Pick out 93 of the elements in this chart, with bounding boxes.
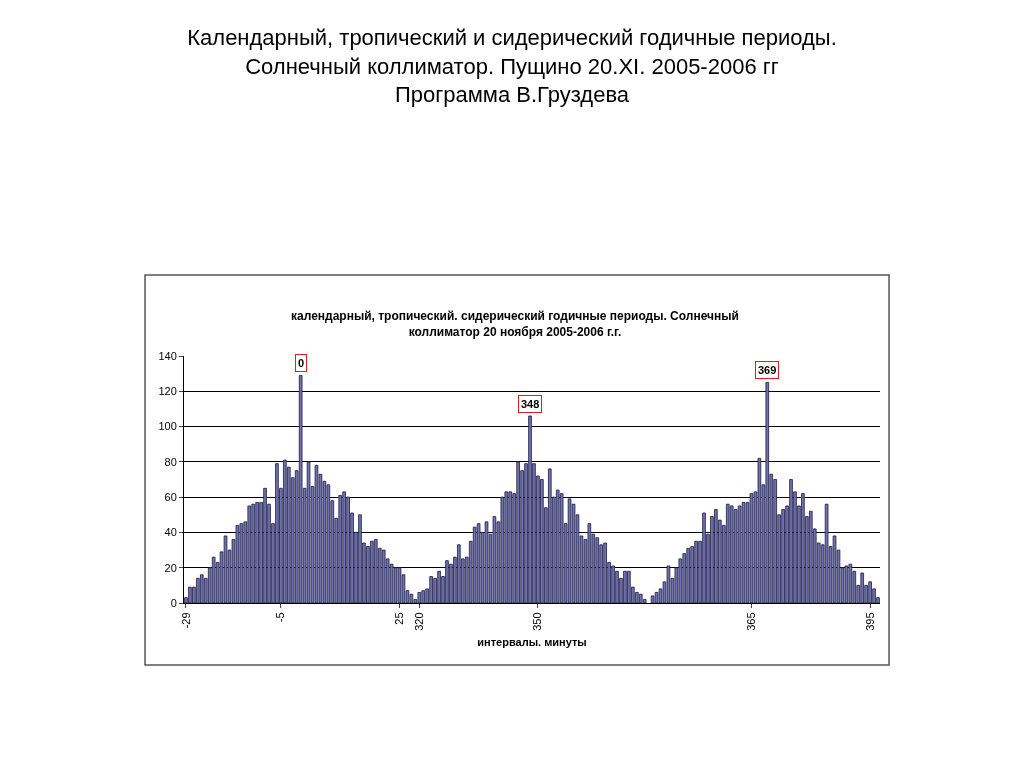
bar — [749, 493, 754, 603]
bar — [484, 521, 489, 603]
bar — [457, 544, 461, 603]
bar — [702, 512, 706, 603]
bar — [516, 461, 520, 603]
bar — [314, 464, 319, 603]
bar — [595, 537, 600, 603]
bar — [860, 572, 864, 603]
bar — [247, 505, 252, 603]
bar — [338, 494, 342, 603]
bar — [263, 487, 267, 603]
bar — [765, 382, 770, 603]
bar — [737, 505, 742, 603]
x-tick-label: 320 — [412, 612, 425, 631]
y-tick-label: 20 — [164, 561, 177, 574]
bar — [781, 509, 785, 603]
x-tick-label: -29 — [179, 612, 192, 629]
bar — [623, 570, 627, 603]
bar — [694, 540, 698, 603]
x-tick-label: 25 — [393, 612, 406, 625]
bar — [508, 491, 513, 603]
bar — [381, 549, 386, 603]
bar — [251, 503, 255, 603]
bar — [492, 516, 497, 603]
annotation: 348 — [521, 398, 540, 410]
bar — [342, 491, 346, 603]
bar — [223, 535, 228, 603]
bar — [200, 574, 204, 603]
bar — [188, 586, 192, 603]
y-tick-label: 120 — [158, 385, 177, 398]
y-tick-label: 100 — [158, 420, 177, 433]
bar — [587, 523, 592, 603]
bar — [397, 567, 402, 603]
bar — [555, 489, 560, 603]
x-tick-label: 395 — [863, 612, 876, 631]
y-tick-label: 0 — [170, 596, 177, 609]
bar — [809, 510, 813, 603]
bar — [211, 556, 216, 603]
x-tick-label: 350 — [531, 612, 544, 631]
bar — [638, 593, 643, 603]
bar — [445, 560, 449, 603]
bar — [733, 509, 738, 603]
bar — [370, 540, 374, 603]
bar — [757, 457, 762, 603]
bar — [275, 463, 279, 603]
bar — [476, 523, 481, 603]
chart-subtitle: календарный, тропический. сидерический годичные периоды. Солнечный коллиматор 20 ноября 2005-2006 г.г. — [291, 309, 739, 339]
bar — [429, 576, 433, 603]
bar — [844, 565, 849, 603]
bar — [421, 590, 426, 603]
bar — [548, 468, 552, 603]
bar — [437, 570, 441, 603]
bar — [417, 592, 422, 603]
bar — [472, 526, 477, 603]
annotation: 369 — [758, 364, 777, 376]
bar — [714, 509, 718, 603]
bar — [868, 581, 872, 603]
bar — [729, 505, 734, 603]
bar — [504, 491, 509, 603]
bar — [686, 547, 690, 603]
annotation: 0 — [298, 357, 305, 369]
y-tick-label: 140 — [158, 349, 177, 362]
bar — [666, 565, 671, 603]
bar — [326, 484, 331, 603]
chart-title: Календарный, тропический и сидерический годичные периоды. Солнечный коллиматор. Пущино 20.XI. 2005-2006 гг Программа В.Груздева — [187, 25, 837, 108]
x-tick-label: 365 — [745, 612, 758, 631]
bar — [255, 502, 259, 603]
bar — [650, 595, 655, 603]
bar — [283, 459, 287, 603]
bar — [824, 503, 829, 603]
x-tick-label: -5 — [274, 612, 287, 623]
bar — [358, 514, 362, 603]
bar — [196, 577, 200, 603]
bar — [409, 593, 414, 603]
bar — [239, 523, 244, 603]
bar — [559, 493, 564, 603]
bar — [235, 524, 240, 603]
bar — [725, 503, 730, 603]
bar — [848, 563, 853, 603]
y-tick-label: 80 — [164, 455, 177, 468]
y-tick-label: 40 — [164, 526, 177, 539]
bar — [832, 535, 837, 603]
bar — [374, 539, 378, 603]
bar — [603, 542, 607, 603]
bar — [627, 570, 631, 603]
x-axis-title: интервалы. минуты — [477, 635, 587, 648]
y-tick-label: 60 — [164, 490, 177, 503]
bar — [298, 375, 303, 603]
bar — [528, 415, 532, 603]
bar — [611, 565, 615, 603]
bar — [789, 479, 793, 603]
bar — [801, 493, 805, 603]
bar — [540, 479, 544, 603]
